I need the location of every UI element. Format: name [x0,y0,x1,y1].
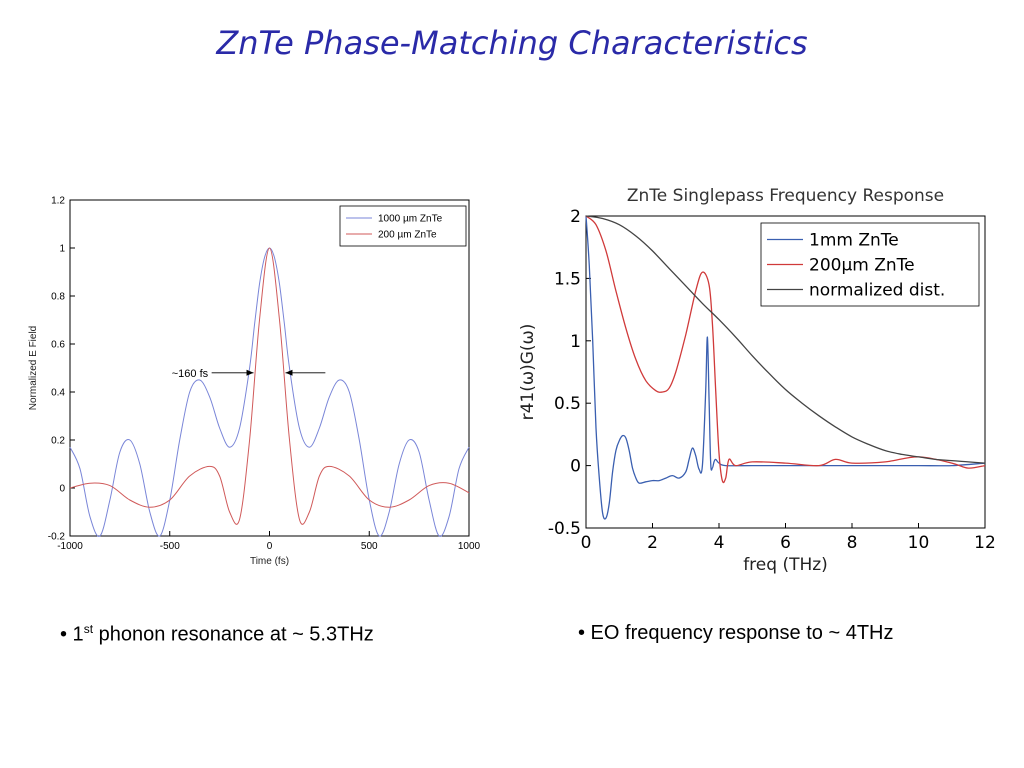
legend-label: normalized dist. [809,280,945,300]
y-tick-label: 1 [59,244,65,255]
x-tick-label: 8 [847,533,858,553]
series-line-2 [585,215,986,484]
series-line-1 [69,247,470,537]
y-tick-label: 1.2 [51,196,65,207]
y-tick-label: -0.5 [548,519,581,539]
y-tick-label: 1.5 [554,269,581,289]
bullet-phonon-resonance: • 1st phonon resonance at ~ 5.3THz [60,622,374,647]
series-line-3 [585,215,986,464]
x-tick-label: -500 [160,541,180,552]
annotation-arrowhead-left [246,369,254,376]
x-tick-label: 1000 [458,541,481,552]
x-tick-label: 2 [647,533,658,553]
annotation-arrowhead-right [285,369,293,376]
y-axis-label: r41(ω)G(ω) [519,324,538,421]
x-tick-label: 6 [780,533,791,553]
y-tick-label: 0 [570,457,581,477]
legend-label: 200µm ZnTe [809,255,915,275]
chart-title: ZnTe Singlepass Frequency Response [627,186,944,206]
x-tick-label: 10 [908,533,930,553]
y-tick-label: 0.5 [554,394,581,414]
y-tick-label: 0.6 [51,340,65,351]
x-tick-label: 0 [267,541,273,552]
x-tick-label: 4 [714,533,725,553]
legend-box [339,205,467,247]
plot-area [69,199,470,537]
y-tick-label: -0.2 [48,532,66,543]
y-tick-label: 0.2 [51,436,65,447]
y-axis-label: Normalized E Field [28,326,39,410]
y-tick-label: 0.4 [51,388,65,399]
y-tick-label: 0.8 [51,292,65,303]
y-tick-label: 0 [59,484,65,495]
bullet-text: phonon resonance at ~ 5.3THz [93,623,374,646]
legend-label: 200 µm ZnTe [378,230,437,241]
bullet-prefix: • 1 [60,623,84,646]
x-tick-label: 500 [361,541,378,552]
x-axis-label: Time (fs) [250,556,289,567]
series-line-2 [69,247,470,525]
time-domain-chart: -1000 -500 0 500 1000 -0.2 0 0.2 0.4 0.6 0.8 1 1.2 Ti… [28,196,481,568]
x-tick-label: -1000 [57,541,83,552]
frequency-response-chart: ZnTe Singlepass Frequency Response 0 2 4 6 8 1… [519,186,996,575]
legend-label: 1000 µm ZnTe [378,214,443,225]
slide-title: ZnTe Phase-Matching Characteristics [216,24,808,62]
bullet-eo-response: • EO frequency response to ~ 4THz [578,622,894,644]
x-tick-label: 12 [974,533,996,553]
x-axis-label: freq (THz) [743,555,828,575]
legend-label: 1mm ZnTe [809,230,899,250]
x-tick-label: 0 [581,533,592,553]
annotation-label: ~160 fs [172,368,209,380]
y-tick-label: 2 [570,207,581,227]
bullet-superscript: st [83,622,94,636]
y-tick-label: 1 [570,332,581,352]
